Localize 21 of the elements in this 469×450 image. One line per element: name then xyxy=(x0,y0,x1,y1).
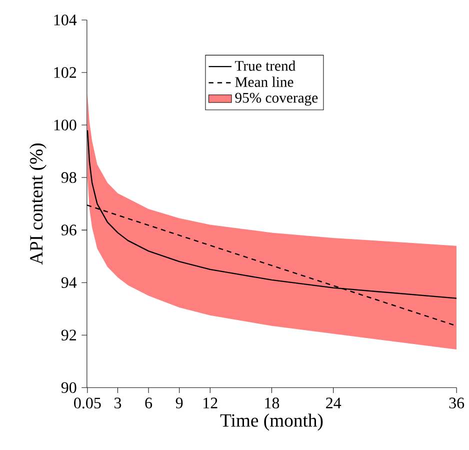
y-tick-label: 98 xyxy=(61,172,76,184)
x-tick-label: 0.05 xyxy=(74,398,101,409)
x-tick-label: 6 xyxy=(145,398,152,409)
y-tick-label: 90 xyxy=(61,382,76,394)
legend-label: 95% coverage xyxy=(235,93,318,106)
x-tick-label: 24 xyxy=(326,398,342,408)
y-tick-label: 94 xyxy=(61,277,77,288)
x-tick-label: 3 xyxy=(114,398,122,409)
y-tick-label: 100 xyxy=(54,120,76,131)
x-tick-label: 36 xyxy=(449,398,464,409)
legend-label: Mean line xyxy=(235,76,294,88)
x-axis-title: Time (month) xyxy=(220,414,323,431)
x-tick-label: 12 xyxy=(204,398,218,408)
y-axis-title: API content (%) xyxy=(30,144,46,265)
y-tick-label: 96 xyxy=(61,224,76,236)
x-tick-label: 18 xyxy=(265,398,280,409)
y-tick-label: 102 xyxy=(54,67,76,78)
legend-label: True trend xyxy=(235,60,296,72)
y-tick-label: 104 xyxy=(54,14,77,26)
x-tick-label: 9 xyxy=(176,398,183,409)
y-tick-label: 92 xyxy=(61,330,76,341)
